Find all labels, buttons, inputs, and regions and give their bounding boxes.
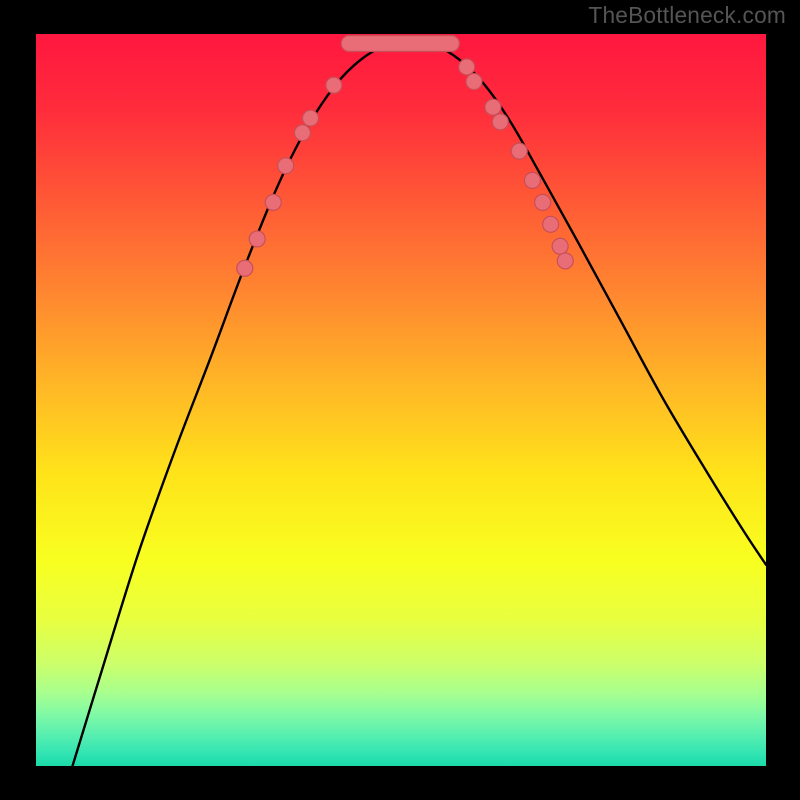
data-marker xyxy=(265,194,281,210)
data-marker xyxy=(492,114,508,130)
data-marker xyxy=(294,125,310,141)
data-marker xyxy=(278,158,294,174)
data-marker xyxy=(557,253,573,269)
data-marker xyxy=(485,99,501,115)
data-marker xyxy=(552,238,568,254)
curve-layer xyxy=(36,34,766,766)
chart-canvas: TheBottleneck.com xyxy=(0,0,800,800)
data-marker xyxy=(249,231,265,247)
plot-area xyxy=(36,34,766,766)
data-marker xyxy=(466,74,482,90)
data-marker xyxy=(302,110,318,126)
watermark-text: TheBottleneck.com xyxy=(588,2,786,29)
data-marker xyxy=(524,172,540,188)
data-marker xyxy=(535,194,551,210)
marker-capsule xyxy=(341,36,459,52)
data-marker xyxy=(543,216,559,232)
bottleneck-curve xyxy=(73,41,767,766)
data-marker xyxy=(511,143,527,159)
data-marker xyxy=(237,260,253,276)
data-marker xyxy=(459,59,475,75)
data-marker xyxy=(326,77,342,93)
